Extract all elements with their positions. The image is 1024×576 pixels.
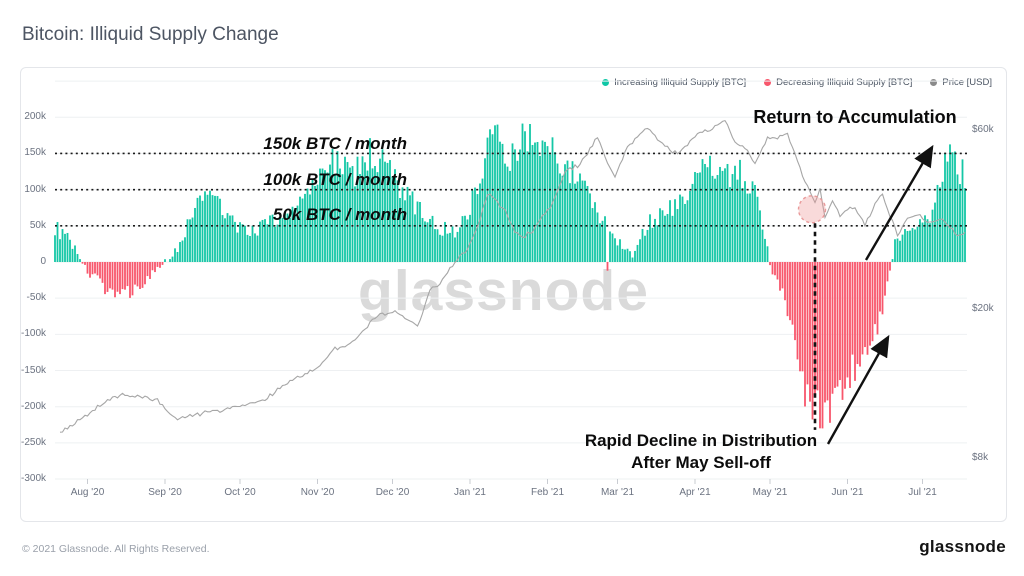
copyright-text: © 2021 Glassnode. All Rights Reserved. [22,543,210,555]
legend-item-1[interactable]: Increasing Illiquid Supply [BTC] [602,77,746,88]
y-axis-left-tick: -200k [20,400,46,412]
x-axis-tick: Jun '21 [831,487,864,498]
y-axis-right-tick: $8k [972,452,989,464]
glassnode-logo: glassnode [919,537,1006,556]
y-axis-left-tick: -50k [26,292,46,304]
legend-item-label: Price [USD] [942,77,992,88]
y-axis-left-tick: 150k [24,147,46,159]
y-axis-left-tick: 100k [24,183,46,195]
chart-legend: Increasing Illiquid Supply [BTC] Decreasi… [602,77,992,88]
x-axis-tick: Aug '20 [70,487,105,498]
y-axis-left-tick: -250k [20,436,46,448]
annotation-rapid-decline: Rapid Decline in Distribution After May … [577,430,825,475]
annotation-50k-level: 50k BTC / month [272,205,407,224]
legend-item-label: Decreasing Illiquid Supply [BTC] [776,77,913,88]
x-axis-tick: Nov '20 [300,487,335,498]
x-axis-tick: Jul '21 [908,487,937,498]
annotation-return-to-accumulation: Return to Accumulation [753,107,957,127]
legend-item-label: Increasing Illiquid Supply [BTC] [614,77,747,88]
y-axis-right-tick: $60k [972,124,994,135]
glassnode-watermark: glassnode [358,259,649,323]
y-axis-left-tick: 50k [29,219,46,231]
x-axis-tick: Dec '20 [375,487,410,498]
annotation-150k-level: 150k BTC / month [263,134,407,153]
legend-dot-icon [764,79,772,86]
y-axis-left-tick: 200k [24,111,46,123]
x-axis-tick: Mar '21 [600,487,635,498]
annotation-rapid-decline-line1: Rapid Decline in Distribution [584,431,818,450]
annotation-100k-level: 100k BTC / month [263,170,407,189]
page-title: Bitcoin: Illiquid Supply Change [22,24,279,45]
x-axis-tick: Oct '20 [224,487,256,498]
annotation-rapid-decline-line2: After May Sell-off [631,453,771,473]
y-axis-left-tick: -150k [20,364,46,376]
y-axis-left-tick: -100k [20,328,46,340]
x-axis-tick: Feb '21 [530,487,565,498]
y-axis-right-tick: $20k [972,302,994,314]
x-axis-tick: May '21 [752,487,788,498]
legend-item-2[interactable]: Decreasing Illiquid Supply [BTC] [764,77,912,88]
x-axis-tick: Jan '21 [454,487,486,498]
x-axis-tick: Apr '21 [679,487,711,498]
legend-dot-icon [602,79,610,86]
legend-item-3[interactable]: Price [USD] [930,77,992,88]
x-axis-tick: Sep '20 [148,487,182,498]
y-axis-left-tick: 0 [40,256,46,267]
y-axis-left-tick: -300k [20,473,46,485]
legend-dot-icon [930,79,938,86]
